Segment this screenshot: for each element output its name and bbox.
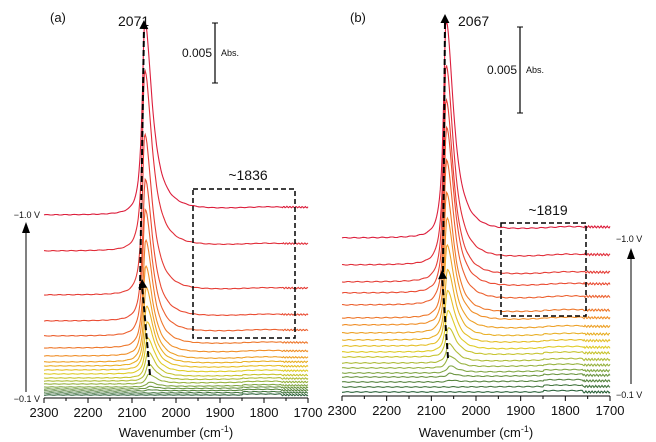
panel-b: 2300 2200 2100 2000 1900 1800 1700 Wavenumber (… <box>328 10 643 440</box>
x-tick-label: 1700 <box>596 403 625 418</box>
spectrum-trace <box>43 390 309 395</box>
spectrum-trace <box>43 351 309 379</box>
x-axis-label-close: ) <box>229 425 233 440</box>
potential-arrow-head <box>22 222 30 233</box>
x-tick-label: 1800 <box>250 405 279 420</box>
x-tick-label: 2000 <box>462 403 491 418</box>
spectrum-trace <box>341 384 611 389</box>
spectrum-trace <box>341 125 611 294</box>
potential-bottom-label: −0.1 V <box>14 394 40 404</box>
spectrum-trace <box>341 355 611 369</box>
spectrum-trace <box>341 268 611 341</box>
dashed-box <box>500 222 587 317</box>
spectrum-trace <box>43 177 309 322</box>
x-tick-label: 2100 <box>417 403 446 418</box>
x-tick-label: 2200 <box>74 405 103 420</box>
spectrum-trace <box>43 337 309 375</box>
x-axis-label-close: ) <box>529 425 533 440</box>
potential-top-label: −1.0 V <box>14 210 40 220</box>
x-tick-label: 2300 <box>328 403 357 418</box>
x-axis-label-main: Wavenumber (cm <box>419 425 521 440</box>
scale-bar-value: 0.005 <box>182 46 212 60</box>
x-tick-label: 2100 <box>118 405 147 420</box>
spectrum-trace <box>341 342 611 364</box>
spectrum-trace <box>43 388 309 392</box>
potential-top-label: −1.0 V <box>616 234 642 244</box>
spectrum-trace <box>44 286 309 363</box>
peak-shift-arrow-main <box>442 19 446 273</box>
spectrum-trace <box>341 97 611 283</box>
scale-bar-value: 0.005 <box>487 63 517 77</box>
spectrum-trace <box>341 158 611 306</box>
panel-a: 2300 2200 2100 2000 1900 1800 1700 Wavenumber (… <box>14 10 323 440</box>
scale-bar-unit: Abs. <box>221 48 239 58</box>
spectrum-trace <box>341 190 611 319</box>
x-tick-label: 1900 <box>506 403 535 418</box>
potential-bottom-label: −0.1 V <box>616 390 642 400</box>
spectrum-trace <box>43 305 309 367</box>
panel-label: (b) <box>350 10 366 25</box>
spectrum-trace <box>43 373 309 385</box>
peak-shift-arrow-main <box>139 25 145 291</box>
spectrum-trace <box>341 309 611 353</box>
spectrum-trace <box>341 289 611 347</box>
spectrum-trace <box>341 365 611 374</box>
peak-shift-arrow-low <box>441 275 449 359</box>
spectrum-trace <box>44 385 309 390</box>
spectrum-trace <box>43 321 309 371</box>
x-axis-label-sup: -1 <box>221 424 229 434</box>
x-tick-label: 1700 <box>294 405 323 420</box>
peak-shift-arrow-low-head <box>138 279 148 289</box>
spectrum-trace <box>44 363 309 382</box>
spectrum-trace <box>342 243 611 334</box>
spectrum-trace <box>341 65 611 266</box>
spectrum-trace <box>43 238 309 349</box>
spectrum-trace <box>341 378 611 383</box>
x-axis-label: Wavenumber (cm-1) <box>419 424 533 440</box>
x-axis-label: Wavenumber (cm-1) <box>119 424 233 440</box>
x-tick-label: 2200 <box>372 403 401 418</box>
x-tick-label: 2300 <box>30 405 59 420</box>
spectrum-trace <box>43 264 309 357</box>
spectrum-trace <box>43 132 309 296</box>
x-tick-label: 1900 <box>206 405 235 420</box>
peak-shift-arrow-low <box>141 284 151 376</box>
spectrum-trace <box>341 20 611 239</box>
dashed-box <box>192 188 296 339</box>
box-label: ~1836 <box>228 167 268 183</box>
spectrum-trace <box>44 393 309 397</box>
x-tick-label: 2000 <box>162 405 191 420</box>
spectrum-trace <box>341 327 611 358</box>
peak-shift-arrow-main-head <box>440 14 450 24</box>
spectrum-trace <box>342 389 611 394</box>
peak-shift-arrow-main-head <box>139 20 149 30</box>
spectrum-trace <box>43 381 309 388</box>
spectrum-trace <box>341 216 611 326</box>
peak-shift-arrow-low-head <box>438 270 448 280</box>
scale-bar-unit: Abs. <box>526 65 544 75</box>
x-tick-label: 1800 <box>551 403 580 418</box>
spectrum-trace <box>43 68 309 252</box>
box-label: ~1819 <box>528 202 568 218</box>
peak-label: 2067 <box>458 13 489 29</box>
spectrum-trace <box>342 372 611 378</box>
x-axis-label-sup: -1 <box>521 424 529 434</box>
spectrum-trace <box>43 208 309 337</box>
potential-arrow-head <box>627 248 635 259</box>
panel-label: (a) <box>50 10 66 25</box>
spectrum-trace <box>43 21 309 216</box>
x-axis-label-main: Wavenumber (cm <box>119 425 221 440</box>
